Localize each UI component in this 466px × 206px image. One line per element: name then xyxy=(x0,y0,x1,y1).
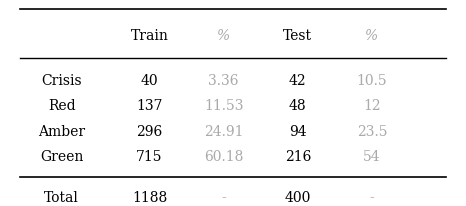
Text: 60.18: 60.18 xyxy=(204,150,243,164)
Text: 715: 715 xyxy=(137,150,163,164)
Text: Test: Test xyxy=(283,29,312,43)
Text: 48: 48 xyxy=(289,99,307,114)
Text: -: - xyxy=(370,191,374,205)
Text: Amber: Amber xyxy=(38,125,85,139)
Text: %: % xyxy=(217,29,230,43)
Text: 10.5: 10.5 xyxy=(356,74,387,88)
Text: 54: 54 xyxy=(363,150,381,164)
Text: 94: 94 xyxy=(289,125,307,139)
Text: Total: Total xyxy=(44,191,79,205)
Text: 24.91: 24.91 xyxy=(204,125,244,139)
Text: 12: 12 xyxy=(363,99,381,114)
Text: -: - xyxy=(221,191,226,205)
Text: Train: Train xyxy=(130,29,169,43)
Text: %: % xyxy=(365,29,378,43)
Text: 296: 296 xyxy=(137,125,163,139)
Text: 137: 137 xyxy=(137,99,163,114)
Text: 42: 42 xyxy=(289,74,307,88)
Text: 11.53: 11.53 xyxy=(204,99,244,114)
Text: 40: 40 xyxy=(141,74,158,88)
Text: Red: Red xyxy=(48,99,75,114)
Text: 400: 400 xyxy=(285,191,311,205)
Text: 3.36: 3.36 xyxy=(208,74,239,88)
Text: 1188: 1188 xyxy=(132,191,167,205)
Text: Crisis: Crisis xyxy=(41,74,82,88)
Text: 216: 216 xyxy=(285,150,311,164)
Text: 23.5: 23.5 xyxy=(356,125,387,139)
Text: Green: Green xyxy=(40,150,83,164)
